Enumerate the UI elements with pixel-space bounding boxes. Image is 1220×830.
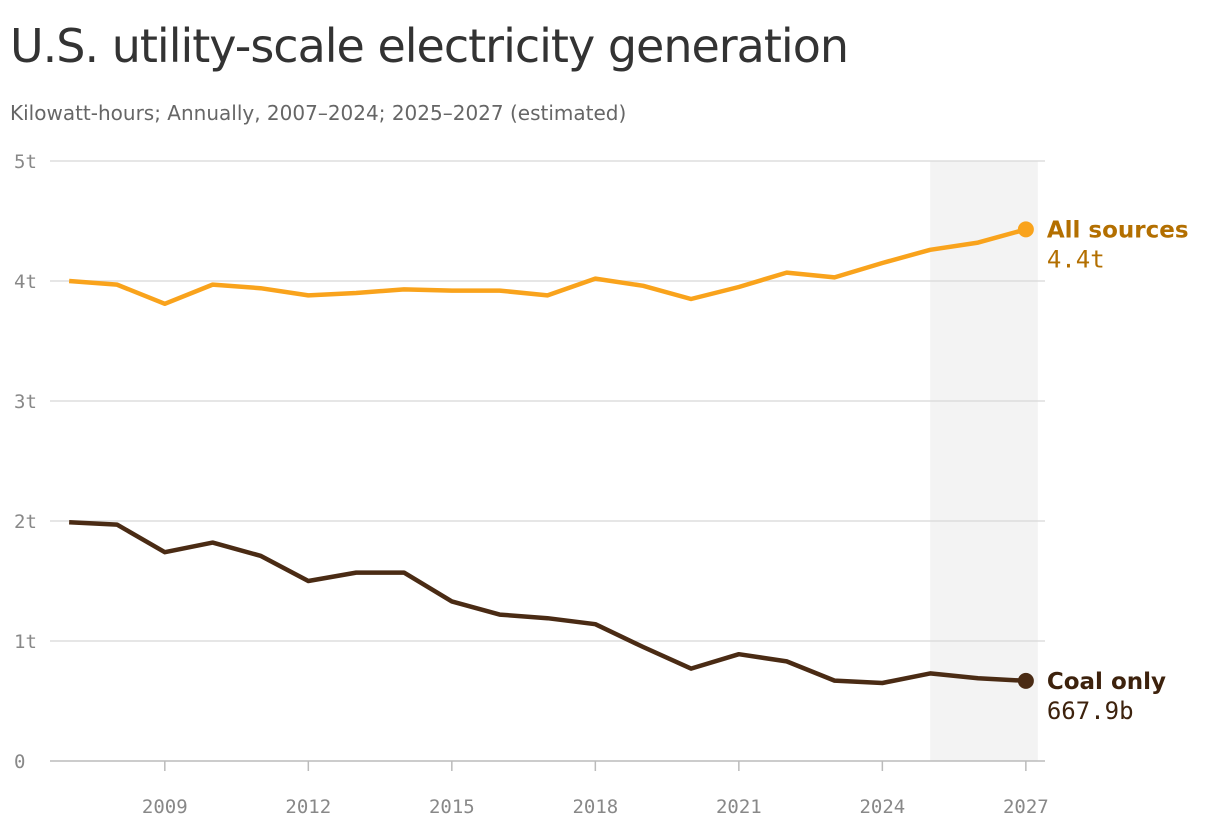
end-point [1017,221,1034,238]
chart-title: U.S. utility-scale electricity generatio… [10,19,848,73]
y-tick-label: 1t [14,631,37,653]
x-tick-label: 2012 [285,796,331,818]
estimate-shading [930,161,1038,761]
x-tick-label: 2009 [142,796,188,818]
x-tick-label: 2021 [716,796,762,818]
series-line [69,519,1026,686]
series-label: Coal only [1047,669,1166,695]
y-tick-label: 4t [14,271,37,293]
series-line [68,227,1027,307]
x-tick-label: 2015 [429,796,475,818]
series-label: All sources [1047,217,1189,243]
chart-subtitle: Kilowatt-hours; Annually, 2007–2024; 202… [10,101,626,125]
y-tick-label: 2t [14,511,37,533]
end-point [1017,672,1034,689]
y-tick-label: 0 [14,751,25,773]
value-label: 667.9b [1047,697,1134,725]
x-tick-label: 2018 [572,796,618,818]
x-tick-label: 2024 [859,796,905,818]
y-tick-label: 5t [14,151,37,173]
y-tick-label: 3t [14,391,37,413]
x-tick-label: 2027 [1003,796,1049,818]
value-label: 4.4t [1047,245,1105,273]
